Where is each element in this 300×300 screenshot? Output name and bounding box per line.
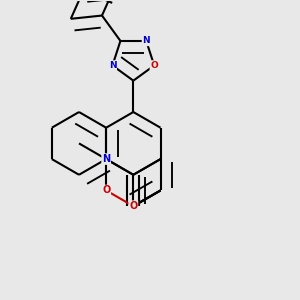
Text: N: N	[142, 36, 150, 45]
Text: O: O	[150, 61, 158, 70]
Text: O: O	[129, 201, 137, 211]
Text: N: N	[102, 154, 110, 164]
Text: O: O	[102, 185, 110, 196]
Text: N: N	[109, 61, 116, 70]
